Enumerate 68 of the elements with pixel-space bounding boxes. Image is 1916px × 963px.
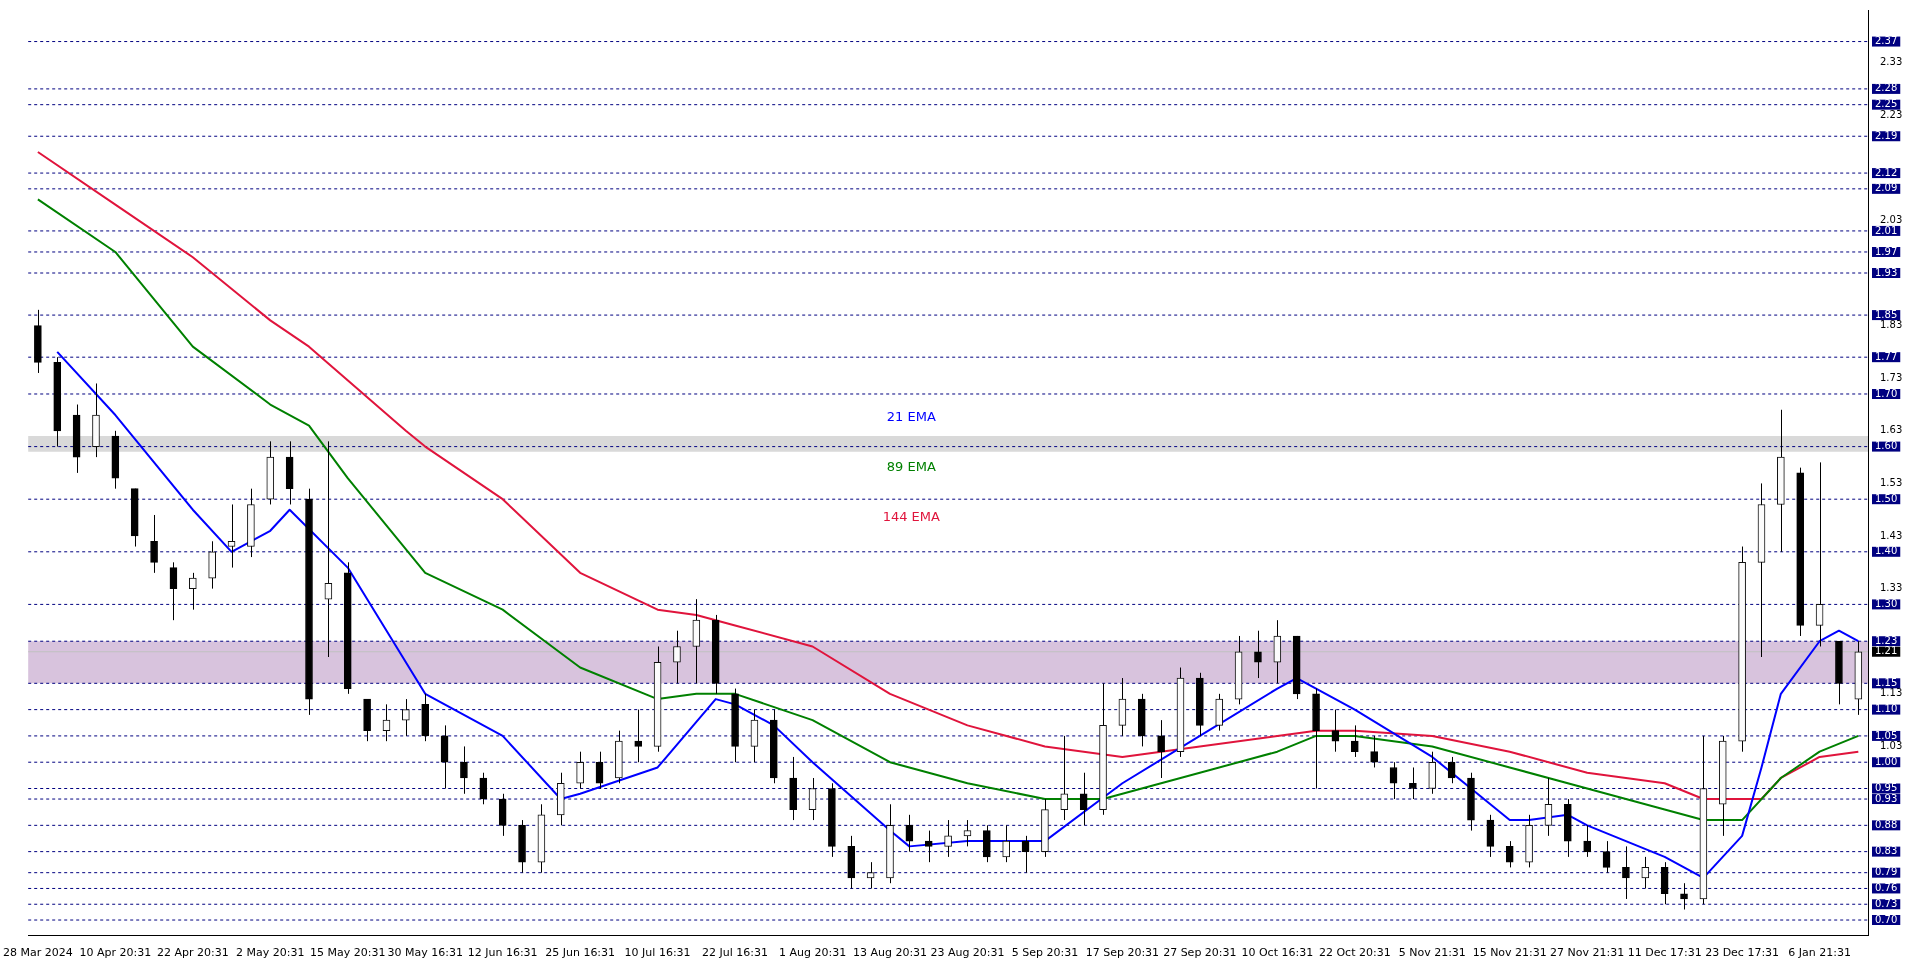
y-tick-label: 1.03 <box>1880 740 1903 752</box>
x-tick-label: 15 Nov 21:31 <box>1472 946 1547 960</box>
text: 89 EMA <box>886 458 936 474</box>
x-tick-label: 5 Sep 20:31 <box>1011 946 1079 960</box>
ref-line-label: 1.40 <box>1875 545 1898 557</box>
x-tick-label: 15 May 20:31 <box>310 946 386 960</box>
ref-line-label: 2.09 <box>1875 182 1898 194</box>
y-tick-label: 2.23 <box>1880 108 1903 120</box>
ref-line-label: 2.01 <box>1875 224 1898 236</box>
x-tick-label: 1 Aug 20:31 <box>778 946 847 960</box>
y-tick-label: 2.33 <box>1880 56 1903 68</box>
x-tick-label: 30 May 16:31 <box>387 946 463 960</box>
x-tick-label: 2 May 20:31 <box>236 946 305 960</box>
ref-line-label: 1.85 <box>1875 308 1898 320</box>
ref-line-label: 2.28 <box>1875 82 1898 94</box>
x-tick-label: 10 Oct 16:31 <box>1241 946 1314 960</box>
y-tick-label: 1.53 <box>1880 477 1903 489</box>
x-tick-label: 22 Jul 16:31 <box>702 946 769 960</box>
ref-line-label: 0.93 <box>1875 792 1898 804</box>
ref-line-label: 1.77 <box>1875 350 1898 362</box>
ref-line-label: 0.83 <box>1875 845 1898 857</box>
text: 144 EMA <box>882 508 941 524</box>
ref-line-label: 1.60 <box>1875 440 1898 452</box>
ref-line-label: 1.10 <box>1875 703 1898 715</box>
ref-line-label: 0.88 <box>1875 818 1898 830</box>
ref-line-label: 1.00 <box>1875 755 1898 767</box>
ref-line-label: 0.70 <box>1875 913 1898 925</box>
ref-line-label: 1.21 <box>1875 645 1898 657</box>
ref-line-label: 2.19 <box>1875 129 1898 141</box>
x-tick-label: 27 Nov 21:31 <box>1550 946 1625 960</box>
x-tick-label: 17 Sep 20:31 <box>1085 946 1160 960</box>
ref-line-label: 1.93 <box>1875 266 1898 278</box>
x-tick-label: 10 Jul 16:31 <box>624 946 691 960</box>
ref-line-label: 1.70 <box>1875 387 1898 399</box>
text: 21 EMA <box>886 408 936 424</box>
x-tick-label: 22 Apr 20:31 <box>156 946 229 960</box>
x-tick-label: 12 Jun 16:31 <box>467 946 538 960</box>
y-tick-label: 1.83 <box>1880 319 1903 331</box>
ref-line-label: 0.73 <box>1875 897 1898 909</box>
x-tick-label: 27 Sep 20:31 <box>1163 946 1237 960</box>
x-tick-label: 23 Dec 17:31 <box>1705 946 1780 960</box>
ref-line-label: 0.76 <box>1875 882 1898 894</box>
x-tick-label: 10 Apr 20:31 <box>79 946 152 960</box>
y-tick-label: 2.03 <box>1880 214 1903 225</box>
ref-line-label: 1.97 <box>1875 245 1898 257</box>
ref-line-label: 2.25 <box>1875 98 1898 110</box>
ref-line-label: 0.79 <box>1875 866 1898 878</box>
ref-line-label: 2.12 <box>1875 166 1898 178</box>
y-tick-label: 1.43 <box>1880 529 1903 541</box>
ref-line-label: 1.15 <box>1875 676 1898 688</box>
ref-line-label: 1.23 <box>1875 634 1898 646</box>
x-tick-label: 11 Dec 17:31 <box>1627 946 1702 960</box>
x-tick-label: 13 Aug 20:31 <box>852 946 928 960</box>
x-tick-label: 5 Nov 21:31 <box>1398 946 1466 960</box>
y-tick-label: 1.13 <box>1880 687 1903 699</box>
y-tick-label: 1.63 <box>1880 424 1903 436</box>
x-tick-label: 28 Mar 2024 <box>3 946 73 960</box>
ref-line-label: 2.37 <box>1875 35 1898 47</box>
ref-line-label: 1.05 <box>1875 729 1898 741</box>
ref-line-label: 1.50 <box>1875 492 1898 504</box>
ref-line-label: 1.30 <box>1875 598 1898 609</box>
y-tick-label: 1.73 <box>1880 371 1903 383</box>
x-tick-label: 25 Jun 16:31 <box>545 946 616 960</box>
x-tick-label: 23 Aug 20:31 <box>930 946 1005 960</box>
y-tick-label: 1.33 <box>1880 582 1903 594</box>
x-tick-label: 22 Oct 20:31 <box>1318 946 1391 960</box>
ref-line-label: 0.95 <box>1875 782 1898 794</box>
x-tick-label: 6 Jan 21:31 <box>1788 946 1851 960</box>
